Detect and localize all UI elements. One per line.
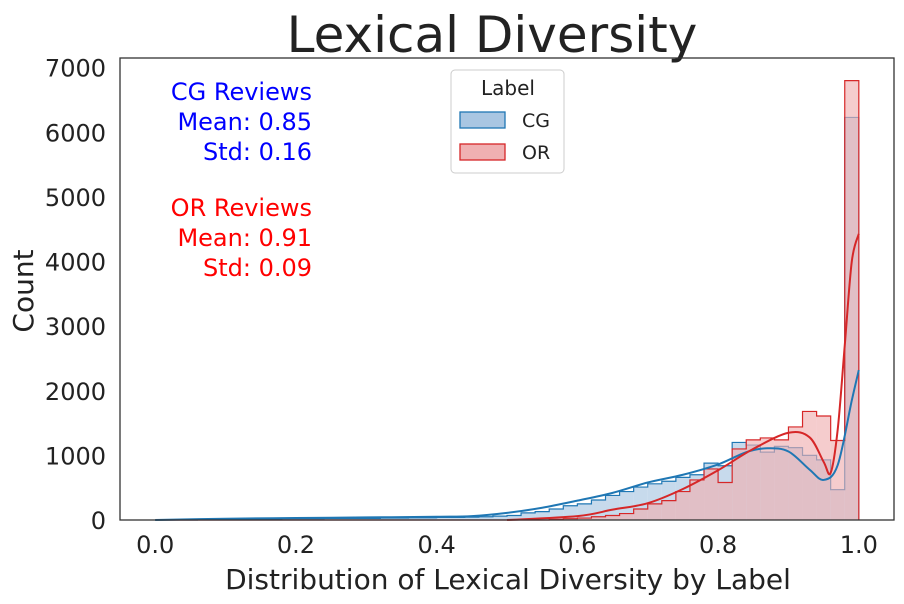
cg-bar (492, 516, 507, 520)
cg-bar (521, 512, 536, 520)
or-bar (760, 437, 775, 520)
or-bar (774, 439, 789, 520)
or-bar (577, 518, 592, 520)
or-bar (675, 491, 690, 520)
or-bar (591, 516, 606, 520)
legend-label-or: OR (522, 142, 550, 164)
or-bar (661, 500, 676, 520)
y-tick-label: 0 (91, 507, 106, 535)
legend-swatch-or (459, 143, 506, 161)
x-tick-labels: 0.0 0.2 0.4 0.6 0.8 1.0 (136, 531, 878, 559)
x-tick-label: 0.0 (136, 531, 174, 559)
or-bar (633, 509, 648, 520)
cg-bar (352, 518, 367, 520)
cg-bar (478, 516, 493, 520)
y-tick-labels: 0 1000 2000 3000 4000 5000 6000 7000 (45, 55, 106, 535)
y-tick-label: 7000 (45, 55, 106, 83)
cg-bar (507, 515, 522, 520)
cg-bar (324, 518, 339, 520)
cg-bar (591, 499, 606, 520)
x-axis-label: Distribution of Lexical Diversity by Lab… (225, 563, 791, 596)
stats-annotations: CG Reviews Mean: 0.85 Std: 0.16 OR Revie… (171, 78, 312, 282)
or-bar (844, 80, 859, 520)
x-tick-label: 1.0 (840, 531, 878, 559)
x-tick-label: 0.2 (277, 531, 315, 559)
or-bar (704, 468, 719, 520)
plot-frame (119, 57, 895, 521)
cg-bar (408, 517, 423, 520)
or-histogram-bars (155, 80, 860, 521)
or-bar (732, 448, 747, 520)
or-kde-curve (506, 233, 860, 521)
y-tick-label: 3000 (45, 313, 106, 341)
or-stats-std: Std: 0.09 (203, 254, 312, 282)
or-bar (689, 479, 705, 520)
cg-bar (436, 517, 451, 520)
legend-title: Label (481, 76, 535, 100)
cg-bar (338, 518, 353, 520)
or-bar (746, 439, 761, 520)
x-tick-label: 0.6 (558, 531, 596, 559)
or-bar (619, 513, 634, 520)
cg-bar (549, 509, 564, 520)
cg-bar (605, 495, 620, 520)
cg-stats-title: CG Reviews (171, 78, 312, 106)
cg-bar (464, 517, 479, 520)
chart-title: Lexical Diversity (287, 6, 698, 64)
legend: Label CG OR (450, 69, 565, 174)
cg-stats-std: Std: 0.16 (203, 138, 312, 166)
cg-bar (535, 511, 550, 520)
y-tick-label: 4000 (45, 249, 106, 277)
or-bar (788, 426, 803, 520)
or-bar (647, 503, 662, 520)
plot-area (155, 80, 860, 521)
cg-bar (422, 517, 437, 520)
or-stats-mean: Mean: 0.91 (177, 224, 312, 252)
or-bar (816, 415, 831, 520)
y-tick-label: 5000 (45, 184, 106, 212)
cg-bar (394, 518, 409, 520)
legend-swatch-cg (459, 111, 506, 129)
cg-bar (619, 491, 634, 520)
x-tick-label: 0.4 (418, 531, 456, 559)
cg-kde-curve (155, 369, 860, 521)
or-stats-title: OR Reviews (171, 194, 312, 222)
y-tick-label: 1000 (45, 442, 106, 470)
legend-label-cg: CG (522, 110, 550, 132)
cg-stats-mean: Mean: 0.85 (177, 108, 312, 136)
y-axis-label: Count (7, 249, 40, 332)
y-tick-label: 2000 (45, 378, 106, 406)
or-bar (802, 411, 817, 520)
cg-bar (380, 518, 395, 520)
x-tick-label: 0.8 (699, 531, 737, 559)
cg-bar (450, 517, 465, 520)
or-bar (830, 440, 845, 520)
cg-bar (366, 518, 381, 520)
or-bar (718, 482, 733, 520)
y-tick-label: 6000 (45, 119, 106, 147)
or-bar (605, 515, 620, 520)
